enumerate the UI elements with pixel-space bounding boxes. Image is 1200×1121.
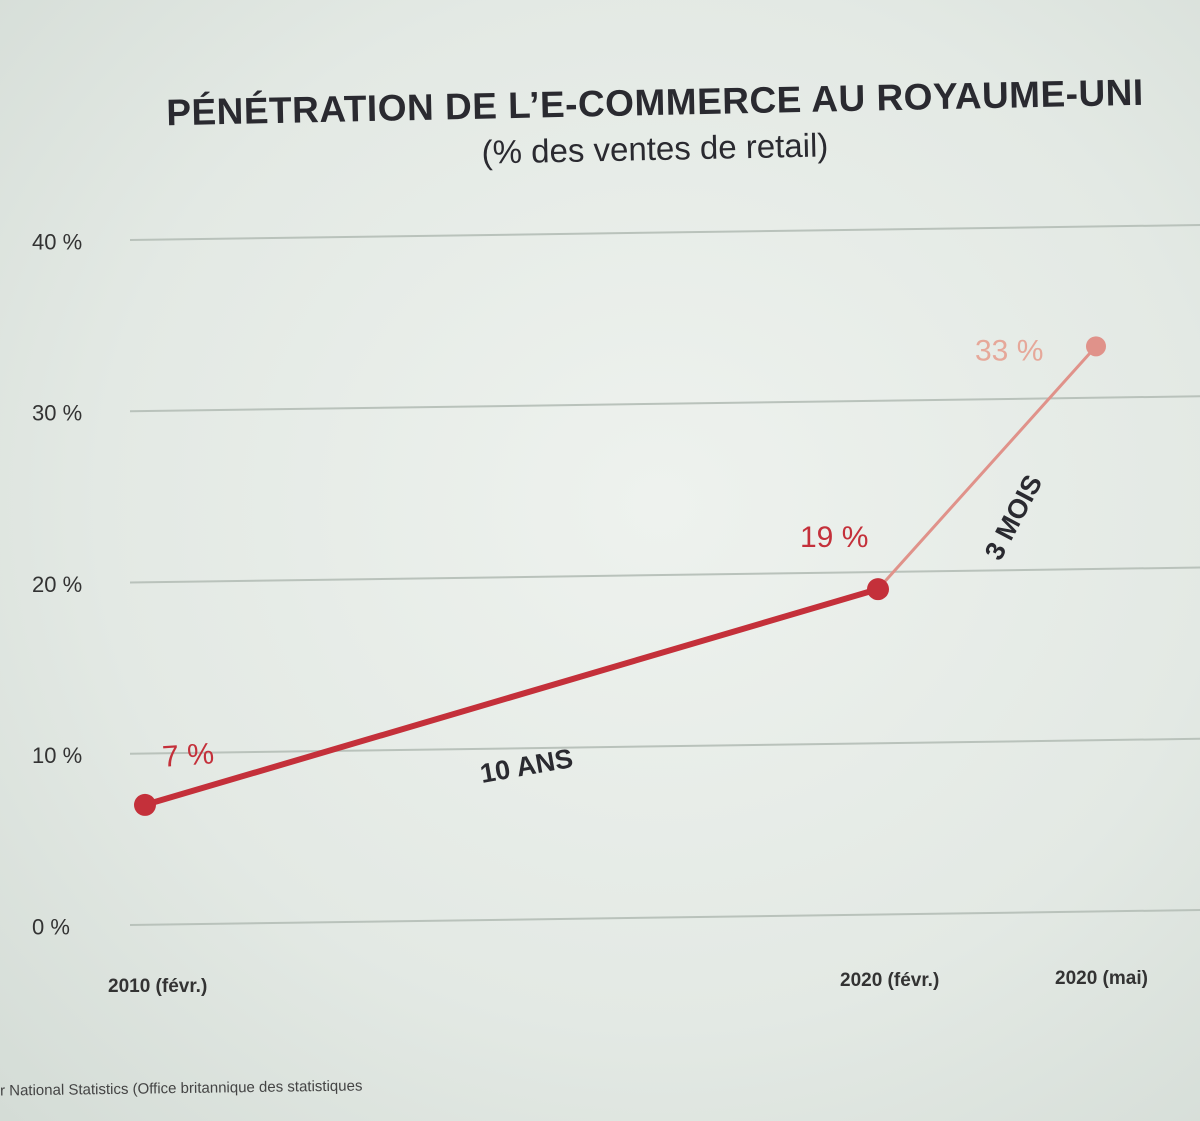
gridline xyxy=(129,224,1200,241)
gridline xyxy=(129,395,1200,413)
y-tick-label: 40 % xyxy=(32,229,82,254)
gridline xyxy=(129,566,1200,584)
x-tick-label: 2020 (mai) xyxy=(1055,968,1148,989)
annotation-10-years: 10 ANS xyxy=(478,743,575,789)
gridline xyxy=(129,737,1200,755)
gridline xyxy=(129,909,1200,926)
y-tick-label: 30 % xyxy=(32,401,82,426)
data-point xyxy=(1086,336,1106,357)
annotation-3-months: 3 MOIS xyxy=(979,470,1048,565)
data-label: 19 % xyxy=(800,521,868,554)
y-tick-label: 20 % xyxy=(32,572,82,597)
x-tick-label: 2010 (févr.) xyxy=(108,976,207,997)
data-label: 33 % xyxy=(975,334,1043,367)
series-line-10-years xyxy=(142,586,881,808)
data-point xyxy=(134,793,156,816)
x-tick-label: 2020 (févr.) xyxy=(840,970,939,991)
data-point xyxy=(867,578,889,601)
y-tick-label: 0 % xyxy=(32,914,70,939)
series-line-3-months xyxy=(876,344,1098,591)
y-tick-label: 10 % xyxy=(32,743,82,768)
data-label: 7 % xyxy=(161,737,215,774)
